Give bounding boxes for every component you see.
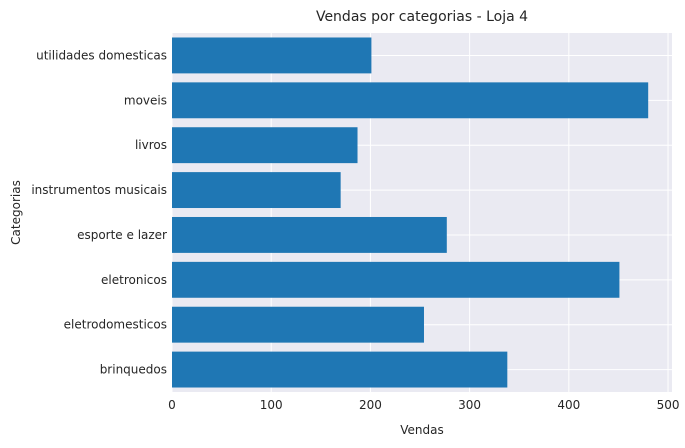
x-tick-label: 100 (260, 398, 283, 412)
y-tick-labels: brinquedos eletrodomesticos eletronicos esp… (31, 48, 167, 376)
y-tick-label: utilidades domesticas (36, 48, 167, 62)
chart-title: Vendas por categorias - Loja 4 (316, 9, 528, 25)
y-tick-label: instrumentos musicais (31, 183, 167, 197)
y-tick-label: livros (135, 138, 167, 152)
bar-brinquedos (172, 351, 508, 388)
bar-esporte-e-lazer (172, 216, 447, 253)
y-axis-label: Categorias (9, 180, 23, 245)
y-tick-label: brinquedos (100, 363, 167, 377)
x-tick-label: 0 (168, 398, 176, 412)
x-axis-label: Vendas (400, 423, 444, 437)
y-tick-label: eletrodomesticos (64, 318, 167, 332)
x-tick-label: 300 (458, 398, 481, 412)
y-tick-label: eletronicos (101, 273, 167, 287)
bar-eletrodomesticos (172, 306, 424, 343)
bar-instrumentos-musicais (172, 172, 341, 209)
x-tick-label: 400 (557, 398, 580, 412)
y-tick-label: moveis (124, 93, 167, 107)
x-tick-labels: 0 100 200 300 400 500 (168, 398, 679, 412)
bar-moveis (172, 82, 649, 119)
bars (172, 37, 649, 388)
bar-utilidades-domesticas (172, 37, 372, 74)
x-tick-label: 200 (359, 398, 382, 412)
x-tick-label: 500 (657, 398, 680, 412)
y-tick-label: esporte e lazer (77, 228, 167, 242)
bar-livros (172, 127, 358, 164)
bar-eletronicos (172, 261, 620, 298)
